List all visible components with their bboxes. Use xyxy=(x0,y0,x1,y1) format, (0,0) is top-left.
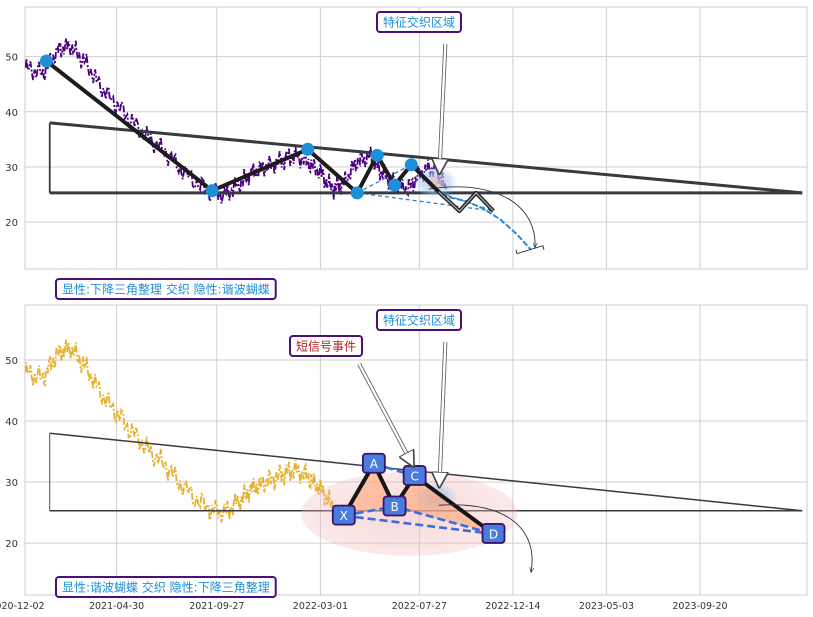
x-tick-label: 2021-04-30 xyxy=(89,601,144,612)
summary-label: 显性:下降三角整理 交织 隐性:谐波蝴蝶 xyxy=(62,282,270,297)
y-tick-label: 50 xyxy=(5,356,18,367)
x-tick-label: 2020-12-02 xyxy=(0,601,45,612)
harmonic-point-box xyxy=(382,495,407,517)
summary-label-box xyxy=(55,278,277,300)
feature-zone-label-box xyxy=(376,11,463,33)
projection-line xyxy=(434,188,532,251)
harmonic-point-b: B xyxy=(382,495,407,517)
feature-zone-label: 特征交织区域 xyxy=(383,313,455,328)
feature-zone-label-group: 特征交织区域 xyxy=(376,11,463,33)
signal-label-box xyxy=(289,335,364,357)
summary-label-box xyxy=(55,576,277,598)
projection-bracket xyxy=(515,245,545,255)
harmonic-point-label: B xyxy=(390,500,398,514)
summary-label-group: 显性:下降三角整理 交织 隐性:谐波蝴蝶 xyxy=(55,278,277,300)
harmonic-point-a: A xyxy=(361,452,386,474)
signal-arrow xyxy=(358,363,413,466)
signal-label: 短信号事件 xyxy=(296,340,356,354)
summary-label: 显性:谐波蝴蝶 交织 隐性:下降三角整理 xyxy=(62,580,270,595)
y-tick-label: 30 xyxy=(5,163,18,174)
pivot-point xyxy=(370,148,384,162)
price-line xyxy=(24,339,334,523)
harmonic-dash-line xyxy=(357,192,494,212)
projection-arrow xyxy=(428,186,535,248)
price-line xyxy=(24,38,447,204)
feature-zone-label-group: 特征交织区域 xyxy=(376,309,463,331)
harmonic-point-box xyxy=(481,523,506,544)
x-tick-label: 2023-05-03 xyxy=(579,601,634,612)
pivot-point xyxy=(301,142,315,156)
x-tick-label: 2022-07-27 xyxy=(392,601,447,612)
plot-area xyxy=(24,6,808,270)
signal-label-group: 短信号事件 xyxy=(289,335,364,357)
harmonic-wing-xab xyxy=(343,463,395,516)
zigzag-projection-overlay xyxy=(438,191,495,213)
y-tick-label: 50 xyxy=(5,53,18,64)
feature-zone-label-box xyxy=(376,309,463,331)
x-tick-label: 2021-09-27 xyxy=(189,601,244,612)
harmonic-point-d: D xyxy=(481,523,506,544)
y-tick-label: 30 xyxy=(5,478,18,489)
triangle-upper-line xyxy=(49,121,803,195)
harmonic-point-label: X xyxy=(340,509,348,523)
pivot-point xyxy=(350,186,364,200)
bottom-panel: 20 30 40 50 2020-12-02 2021-04-30 2021-09-27 20… xyxy=(0,304,808,612)
x-tick-label: 2022-03-01 xyxy=(293,601,348,612)
pivot-point xyxy=(388,178,402,192)
harmonic-point-label: C xyxy=(410,469,418,483)
pivot-point xyxy=(404,158,418,172)
projection-arrow xyxy=(438,504,532,573)
harmonic-dash-line xyxy=(356,164,412,194)
y-tick-label: 40 xyxy=(5,417,18,428)
harmonic-point-label: A xyxy=(370,457,379,471)
harmonic-point-x: X xyxy=(331,504,356,526)
pivot-point xyxy=(205,184,219,198)
harmonic-point-label: D xyxy=(489,527,498,541)
summary-label-group: 显性:谐波蝴蝶 交织 隐性:下降三角整理 xyxy=(55,576,277,598)
x-tick-label: 2022-12-14 xyxy=(485,601,540,612)
harmonic-point-c: C xyxy=(402,465,427,486)
pivot-point xyxy=(39,54,53,68)
harmonic-point-box xyxy=(331,504,356,526)
y-tick-label: 20 xyxy=(5,539,18,550)
feature-arrow xyxy=(439,341,445,487)
y-tick-label: 20 xyxy=(5,218,18,229)
x-tick-label: 2023-09-20 xyxy=(672,601,727,612)
harmonic-point-box xyxy=(361,452,386,474)
y-tick-label: 40 xyxy=(5,108,18,119)
feature-zone-label: 特征交织区域 xyxy=(383,15,455,30)
feature-arrow xyxy=(439,43,445,174)
